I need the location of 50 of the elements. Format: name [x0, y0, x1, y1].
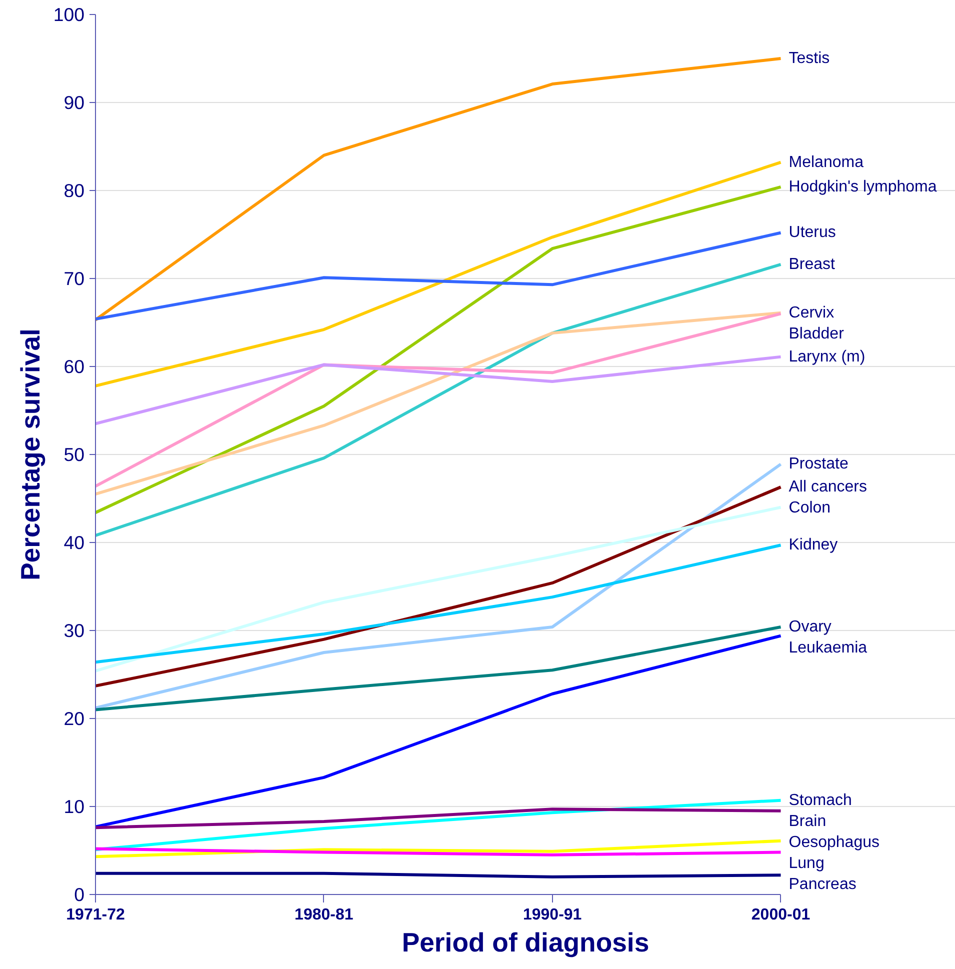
line-series — [96, 506, 782, 672]
series-label: Cervix — [788, 304, 834, 322]
x-tick-label: 1971-72 — [66, 906, 125, 924]
line-series — [96, 185, 782, 514]
series-label: Leukaemia — [788, 639, 868, 656]
line-series — [96, 160, 782, 388]
series-label: Uterus — [788, 224, 836, 242]
y-tick-label: 10 — [64, 796, 85, 817]
series-label: Larynx (m) — [788, 348, 866, 366]
series-label: Stomach — [788, 792, 852, 809]
x-axis-title: Period of diagnosis — [402, 928, 650, 958]
series-label: Pancreas — [788, 876, 856, 893]
line-series — [96, 808, 782, 830]
line-series — [96, 462, 782, 710]
line-series — [96, 544, 782, 664]
x-tick-label: 1980-81 — [294, 906, 354, 924]
series-label: Bladder — [788, 325, 845, 342]
line-series — [96, 231, 782, 320]
line-series — [96, 634, 782, 828]
y-tick-label: 30 — [64, 620, 85, 641]
series-label: Colon — [788, 500, 831, 517]
line-series — [96, 486, 782, 688]
series-label: Hodgkin's lymphoma — [788, 178, 937, 196]
line-series — [96, 262, 782, 537]
series-label: Melanoma — [788, 154, 864, 171]
y-tick-label: 0 — [74, 884, 85, 905]
series-label: Lung — [788, 854, 824, 872]
y-tick-label: 20 — [64, 708, 85, 729]
x-tick-label: 1990-91 — [522, 906, 582, 924]
series-label: Oesophagus — [788, 834, 880, 851]
y-tick-label: 80 — [64, 180, 85, 201]
line-series — [96, 355, 782, 426]
y-tick-label: 90 — [64, 92, 85, 113]
y-tick-label: 50 — [64, 444, 85, 465]
series-label: All cancers — [788, 478, 868, 496]
y-tick-label: 100 — [53, 4, 85, 25]
series-label: Prostate — [788, 456, 848, 473]
y-tick-label: 70 — [64, 268, 85, 289]
series-label: Brain — [788, 812, 826, 830]
y-axis-title: Percentage survival — [15, 328, 46, 580]
series-label: Kidney — [788, 536, 838, 554]
line-series — [96, 625, 782, 712]
line-series — [96, 839, 782, 858]
x-tick-label: 2000-01 — [751, 906, 810, 924]
series-label: Testis — [788, 50, 830, 67]
line-series — [96, 57, 782, 322]
series-label: Ovary — [788, 618, 832, 636]
y-tick-label: 40 — [64, 532, 85, 553]
series-label: Breast — [788, 256, 836, 273]
y-tick-label: 60 — [64, 356, 85, 377]
